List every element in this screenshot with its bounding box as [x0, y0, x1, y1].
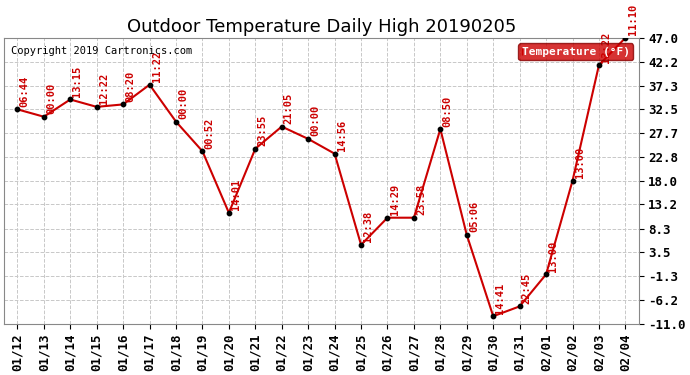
Point — [461, 232, 472, 238]
Point — [144, 82, 155, 88]
Text: 12:38: 12:38 — [363, 211, 373, 242]
Point — [197, 148, 208, 154]
Point — [355, 242, 366, 248]
Text: 23:55: 23:55 — [257, 115, 268, 146]
Text: 13:15: 13:15 — [72, 66, 82, 97]
Point — [303, 136, 314, 142]
Point — [567, 178, 578, 184]
Text: 05:06: 05:06 — [469, 201, 479, 232]
Text: 13:00: 13:00 — [575, 147, 584, 178]
Point — [514, 303, 525, 309]
Text: 00:00: 00:00 — [178, 88, 188, 119]
Text: 14:41: 14:41 — [495, 282, 505, 314]
Text: 00:00: 00:00 — [46, 83, 56, 114]
Point — [382, 215, 393, 221]
Point — [488, 313, 499, 319]
Text: 11:10: 11:10 — [627, 4, 638, 36]
Text: 14:56: 14:56 — [337, 120, 346, 151]
Text: 06:44: 06:44 — [19, 76, 30, 107]
Text: 08:50: 08:50 — [442, 95, 453, 127]
Title: Outdoor Temperature Daily High 20190205: Outdoor Temperature Daily High 20190205 — [127, 18, 516, 36]
Text: 21:05: 21:05 — [284, 93, 294, 124]
Point — [408, 215, 420, 221]
Text: 13:00: 13:00 — [548, 241, 558, 272]
Text: 23:58: 23:58 — [416, 184, 426, 215]
Text: 08:20: 08:20 — [126, 71, 135, 102]
Text: 22:45: 22:45 — [522, 273, 532, 304]
Text: 14:01: 14:01 — [231, 179, 241, 210]
Text: 00:00: 00:00 — [310, 105, 320, 136]
Text: 14:29: 14:29 — [390, 184, 400, 215]
Point — [91, 104, 102, 110]
Text: Copyright 2019 Cartronics.com: Copyright 2019 Cartronics.com — [10, 46, 192, 57]
Text: 11:22: 11:22 — [152, 51, 161, 82]
Point — [593, 62, 604, 68]
Text: 12:22: 12:22 — [99, 73, 109, 104]
Legend: Temperature (°F): Temperature (°F) — [518, 44, 633, 60]
Text: 13:22: 13:22 — [601, 31, 611, 63]
Point — [329, 151, 340, 157]
Point — [12, 106, 23, 112]
Point — [224, 210, 235, 216]
Point — [65, 96, 76, 102]
Point — [540, 272, 551, 278]
Point — [39, 114, 50, 120]
Point — [117, 101, 128, 107]
Point — [250, 146, 261, 152]
Point — [435, 126, 446, 132]
Text: 00:52: 00:52 — [204, 117, 215, 149]
Point — [620, 35, 631, 41]
Point — [276, 124, 287, 130]
Point — [170, 118, 181, 124]
